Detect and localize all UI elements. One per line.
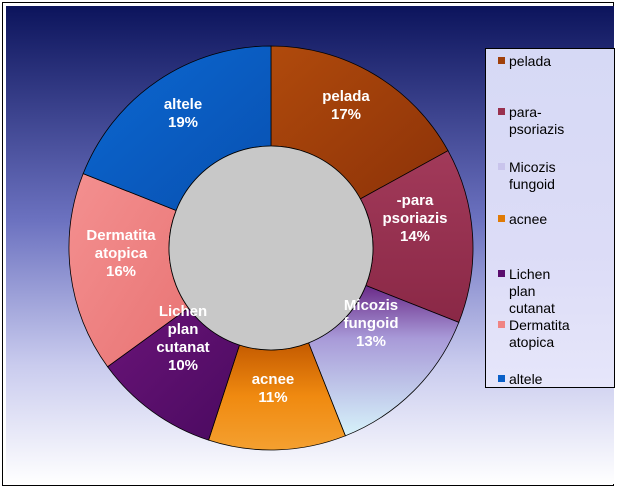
legend-swatch [498,163,505,170]
legend-label: Dermatita atopica [509,317,570,350]
slice-label-line: 14% [400,228,430,245]
legend: pelada para-psoriazis Micozis fungoid acnee L… [485,48,615,388]
slice-label-line: acnee [252,371,295,388]
legend-label: Micozis fungoid [509,159,556,192]
doughnut-hole [168,145,374,351]
slice-label-line: -para [397,192,434,209]
chart-frame: pelada 17% -para psoriazis 14% Micozis fungoid… [2,2,615,486]
legend-item: Dermatita atopica [498,317,613,351]
slice-label-line: 19% [168,114,198,131]
slice-label-4: Lichen plan cutanat 10% [156,303,209,374]
slice-label-line: 17% [331,106,361,123]
legend-item: pelada [498,53,613,70]
legend-item: altele [498,371,613,388]
legend-item: Lichen plan cutanat [498,266,613,317]
legend-swatch [498,321,505,328]
legend-swatch [498,375,505,382]
slice-label-line: psoriazis [382,210,447,227]
legend-swatch [498,108,505,115]
slice-label-line: altele [164,96,202,113]
slice-label-5: Dermatita atopica 16% [86,227,156,280]
slices-group [68,45,474,451]
legend-label: altele [509,371,543,387]
slice-label-line: Micozis [344,297,398,314]
slice-label-line: 11% [258,389,287,406]
slice-label-line: 10% [168,357,198,374]
legend-swatch [498,57,505,64]
legend-item: Micozis fungoid [498,159,613,193]
slice-label-line: Dermatita [86,227,156,244]
legend-swatch [498,270,505,277]
legend-label: Lichen plan cutanat [509,266,555,316]
slice-label-line: 13% [356,333,386,350]
slice-label-line: plan [168,321,199,338]
legend-item: para-psoriazis [498,104,613,138]
slice-label-line: cutanat [156,339,209,356]
slice-label-3: acnee 11% [252,371,295,406]
legend-label: pelada [509,53,552,69]
slice-label-line: 16% [106,263,136,280]
legend-label: para-psoriazis [509,104,565,137]
labels-group: pelada 17% -para psoriazis 14% Micozis fungoid… [86,88,447,406]
slice-label-line: fungoid [344,315,399,332]
slice-label-line: Lichen [159,303,207,320]
legend-item: acnee [498,211,613,228]
slice-label-line: pelada [322,88,370,105]
slice-label-1: -para psoriazis 14% [382,192,447,245]
legend-swatch [498,215,505,222]
slice-label-2: Micozis fungoid 13% [344,297,399,350]
slice-label-6: altele 19% [164,96,202,131]
slice-label-line: atopica [95,245,148,262]
slice-label-0: pelada 17% [322,88,370,123]
legend-label: acnee [509,211,548,227]
